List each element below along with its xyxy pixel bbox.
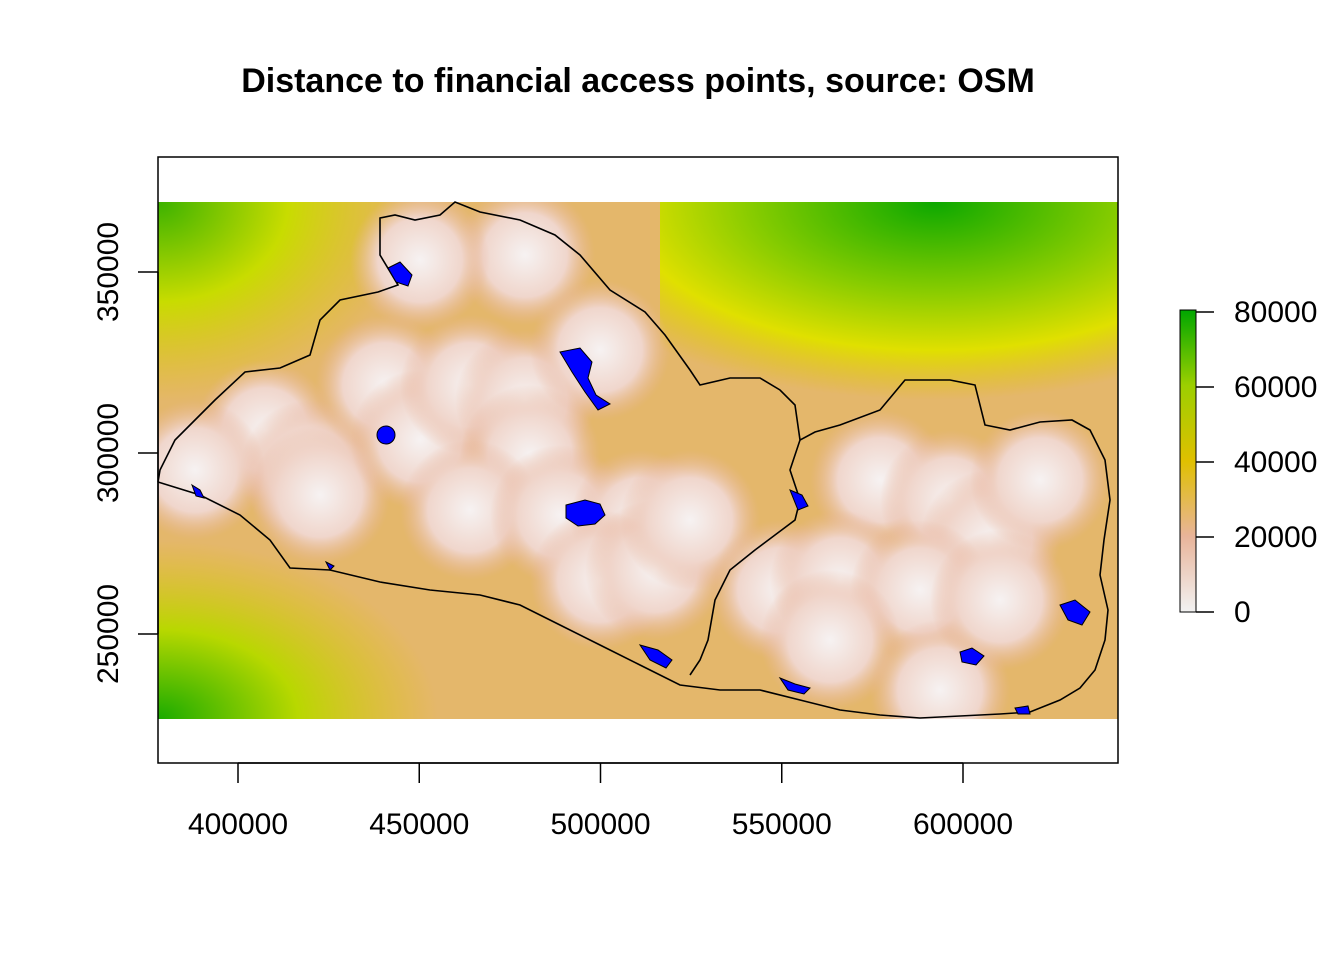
y-tick-label: 300000	[92, 403, 125, 503]
y-axis: 250000 300000 350000	[92, 222, 159, 684]
y-tick-label: 250000	[92, 584, 125, 684]
legend-ticks: 80000 60000 40000 20000 0	[1196, 296, 1317, 629]
legend-tick-label: 80000	[1234, 296, 1317, 329]
x-axis: 400000 450000 500000 550000 600000	[188, 762, 1013, 841]
color-legend: 80000 60000 40000 20000 0	[1179, 296, 1317, 629]
proximity-cores	[158, 202, 1110, 719]
proximity-core	[930, 530, 1070, 670]
water-bodies	[191, 261, 1091, 715]
proximity-core	[760, 570, 900, 710]
x-tick-label: 500000	[550, 808, 650, 841]
distance-raster	[158, 202, 1118, 719]
legend-tick-label: 0	[1234, 596, 1251, 629]
legend-tick-label: 60000	[1234, 371, 1317, 404]
proximity-core	[970, 410, 1110, 550]
proximity-core	[530, 280, 670, 420]
y-tick-label: 350000	[92, 222, 125, 322]
legend-colorbar	[1179, 309, 1197, 613]
x-tick-label: 450000	[369, 808, 469, 841]
country-boundary	[157, 201, 1111, 719]
proximity-core	[158, 400, 265, 540]
x-tick-label: 400000	[188, 808, 288, 841]
x-tick-label: 600000	[913, 808, 1013, 841]
legend-tick-label: 20000	[1234, 521, 1317, 554]
x-tick-label: 550000	[732, 808, 832, 841]
legend-tick-label: 40000	[1234, 446, 1317, 479]
proximity-core	[350, 202, 490, 330]
chart-title: Distance to financial access points, sou…	[241, 62, 1035, 100]
